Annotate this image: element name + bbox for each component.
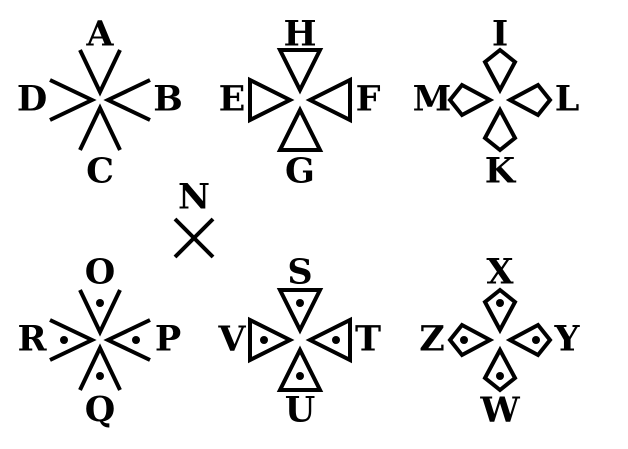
label-r: R bbox=[17, 319, 47, 360]
label-d: D bbox=[17, 79, 47, 120]
triangle-bottom-dotted bbox=[276, 345, 324, 392]
triangle-top-dotted bbox=[276, 288, 324, 335]
x-cross-single bbox=[173, 217, 215, 259]
dot-bottom bbox=[296, 372, 304, 380]
label-s: S bbox=[287, 252, 312, 293]
triangle-cross-plain bbox=[248, 48, 352, 152]
dot-right bbox=[132, 336, 140, 344]
v-cross-dotted bbox=[49, 289, 151, 391]
dot-bottom bbox=[96, 372, 104, 380]
diamond-cross-plain bbox=[447, 47, 553, 153]
label-l: L bbox=[555, 79, 580, 120]
label-y: Y bbox=[554, 319, 581, 360]
triangle-right bbox=[305, 76, 352, 124]
diamond-top-dotted bbox=[482, 287, 518, 335]
triangle-left-dotted bbox=[248, 316, 295, 364]
label-b: B bbox=[153, 79, 183, 120]
v-shape-left bbox=[49, 78, 97, 122]
label-p: P bbox=[155, 319, 181, 360]
label-g: G bbox=[285, 151, 315, 192]
label-i: I bbox=[492, 14, 508, 55]
label-n: N bbox=[178, 177, 210, 218]
label-c: C bbox=[86, 151, 114, 192]
v-shape-right bbox=[103, 78, 151, 122]
diamond-bottom-dotted bbox=[482, 345, 518, 393]
triangle-top bbox=[276, 48, 324, 95]
triangle-cross-dotted bbox=[248, 288, 352, 392]
triangle-left bbox=[248, 76, 295, 124]
diamond-left bbox=[447, 82, 495, 118]
v-shape-top bbox=[78, 49, 122, 97]
v-cross-plain bbox=[49, 49, 151, 151]
diamond-right bbox=[505, 82, 553, 118]
v-shape-bottom bbox=[78, 103, 122, 151]
label-u: U bbox=[285, 390, 316, 431]
x-stroke-2 bbox=[173, 217, 215, 259]
v-shape-bottom-dotted bbox=[78, 343, 122, 391]
dot-top bbox=[96, 299, 104, 307]
label-f: F bbox=[356, 79, 381, 120]
label-w: W bbox=[479, 390, 520, 431]
label-a: A bbox=[85, 14, 114, 55]
triangle-bottom bbox=[276, 105, 324, 152]
label-v: V bbox=[217, 319, 246, 360]
diamond-bottom bbox=[482, 105, 518, 153]
label-z: Z bbox=[419, 319, 445, 360]
diamond-cross-dotted bbox=[447, 287, 553, 393]
v-shape-top-dotted bbox=[78, 289, 122, 337]
diamond-right-dotted bbox=[505, 322, 553, 358]
dot-right bbox=[532, 336, 540, 344]
label-k: K bbox=[485, 151, 517, 192]
label-t: T bbox=[355, 319, 381, 360]
label-x: X bbox=[486, 252, 514, 293]
label-o: O bbox=[85, 252, 116, 293]
diamond-top bbox=[482, 47, 518, 95]
triangle-right-dotted bbox=[305, 316, 352, 364]
diamond-left-dotted bbox=[447, 322, 495, 358]
label-e: E bbox=[219, 79, 246, 120]
label-q: Q bbox=[85, 390, 116, 431]
dot-top bbox=[296, 299, 304, 307]
dot-top bbox=[496, 299, 504, 307]
dot-right bbox=[332, 336, 340, 344]
label-h: H bbox=[283, 14, 316, 55]
v-shape-right-dotted bbox=[103, 318, 151, 362]
v-shape-left-dotted bbox=[49, 318, 97, 362]
label-m: M bbox=[413, 79, 452, 120]
dot-left bbox=[460, 336, 468, 344]
dot-left bbox=[260, 336, 268, 344]
dot-left bbox=[60, 336, 68, 344]
dot-bottom bbox=[496, 372, 504, 380]
